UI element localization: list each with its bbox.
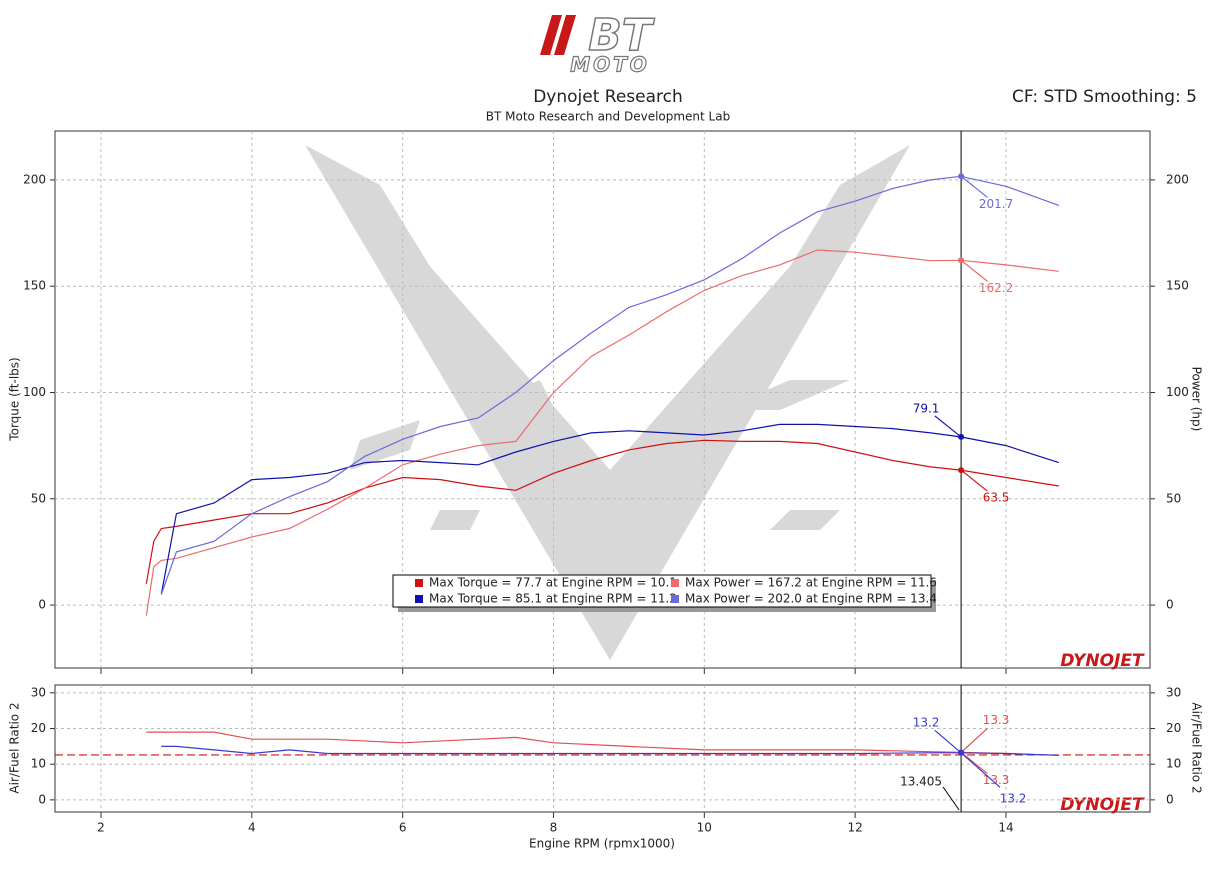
annotation-point (958, 433, 965, 440)
x-tick-label: 2 (97, 821, 105, 835)
y2-tick-label: 30 (1166, 685, 1181, 699)
annotation-label: 13.3 (983, 713, 1010, 727)
annotation-arrow (960, 469, 988, 492)
y-tick-label: 50 (31, 491, 46, 505)
y-tick-label: 200 (23, 172, 46, 186)
y-tick-label: 100 (23, 385, 46, 399)
y-tick-label: 30 (31, 685, 46, 699)
annotation-arrow (960, 752, 1001, 788)
plot-frame (54, 130, 1151, 669)
watermark-text: DYNOJET (1060, 651, 1145, 671)
annotation-label: 201.7 (979, 197, 1013, 211)
annotation-label: 63.5 (983, 491, 1010, 505)
data-line (160, 423, 1059, 595)
logo: BT MOTO (540, 9, 656, 77)
y2-tick-label: 200 (1166, 172, 1189, 186)
x-tick-label: 10 (697, 821, 712, 835)
legend-label: Max Torque = 85.1 at Engine RPM = 11.2 (429, 592, 677, 606)
legend-label: Max Power = 167.2 at Engine RPM = 11.6 (685, 576, 937, 590)
annotation-arrow (960, 259, 988, 282)
logo-main: BT (588, 10, 655, 61)
x-tick-label: 14 (998, 821, 1013, 835)
watermark-text: DYNOJET (1060, 795, 1145, 815)
legend-swatch (415, 579, 423, 587)
logo-sub: MOTO (570, 53, 650, 77)
y2-tick-label: 20 (1166, 721, 1181, 735)
y2-tick-label: 10 (1166, 757, 1181, 771)
y2-tick-label: 150 (1166, 279, 1189, 293)
legend-swatch (671, 595, 679, 603)
annotation-label: 162.2 (979, 281, 1013, 295)
data-line (145, 249, 1059, 616)
annotation-point (958, 257, 965, 264)
annotation-point (958, 173, 965, 180)
y-tick-label: 150 (23, 279, 46, 293)
settings-label: CF: STD Smoothing: 5 (1012, 87, 1197, 107)
data-line (161, 745, 1059, 756)
y2-tick-label: 0 (1166, 598, 1174, 612)
x-axis-label: Engine RPM (rpmx1000) (529, 837, 675, 851)
legend-swatch (415, 595, 423, 603)
annotation-label: 13.2 (913, 715, 940, 729)
legend-swatch (671, 579, 679, 587)
x-tick-label: 8 (550, 821, 558, 835)
y-tick-label: 0 (38, 598, 46, 612)
annotation-arrow (934, 415, 962, 438)
x-tick-label: 6 (399, 821, 407, 835)
chart-subtitle: BT Moto Research and Development Lab (486, 110, 730, 124)
annotation-label: 79.1 (913, 401, 940, 415)
y2-axis-label: Power (hp) (1190, 367, 1204, 432)
y-tick-label: 0 (38, 792, 46, 806)
cursor-arrow (942, 786, 960, 811)
data-line (146, 731, 1059, 756)
annotation-arrow (934, 729, 962, 754)
annotation-arrow (960, 727, 988, 753)
annotation-point (958, 467, 965, 474)
afr-frame (54, 684, 1151, 813)
legend-label: Max Torque = 77.7 at Engine RPM = 10.1 (429, 576, 677, 590)
annotation-arrow (960, 175, 988, 198)
legend-label: Max Power = 202.0 at Engine RPM = 13.4 (685, 592, 937, 606)
data-line (145, 439, 1059, 584)
annotation-label: 13.3 (983, 773, 1010, 787)
y-tick-label: 10 (31, 757, 46, 771)
annotation-point (958, 749, 965, 756)
x-tick-label: 4 (248, 821, 256, 835)
data-line (160, 175, 1060, 595)
y-tick-label: 20 (31, 721, 46, 735)
legend-box (392, 574, 932, 608)
y2-tick-label: 50 (1166, 491, 1181, 505)
x-tick-label: 12 (847, 821, 862, 835)
legend: Max Torque = 77.7 at Engine RPM = 10.1 Ma… (392, 574, 937, 612)
cursor-label: 13.405 (900, 775, 942, 789)
y-axis-label: Torque (ft-lbs) (8, 357, 22, 441)
annotation-label: 13.2 (1000, 791, 1027, 805)
y-axis-label: Air/Fuel Ratio 2 (8, 702, 22, 793)
y2-axis-label: Air/Fuel Ratio 2 (1190, 702, 1204, 793)
chart-title: Dynojet Research (533, 87, 683, 107)
y2-tick-label: 100 (1166, 385, 1189, 399)
y2-tick-label: 0 (1166, 792, 1174, 806)
